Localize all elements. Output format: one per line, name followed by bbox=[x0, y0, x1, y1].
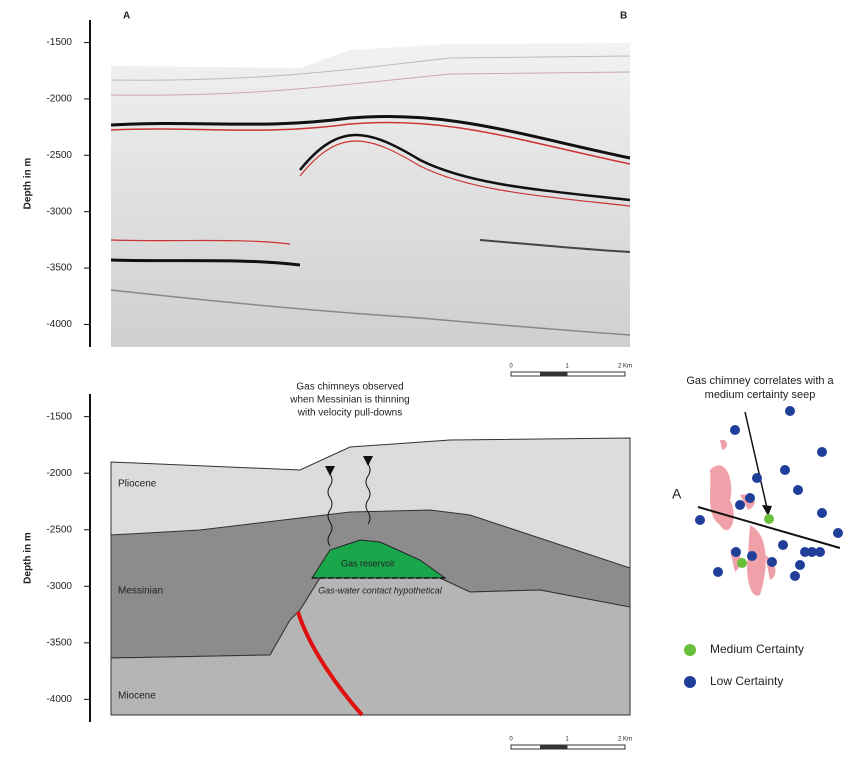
scale-label: 0 bbox=[509, 737, 513, 743]
axis-label: Depth in m bbox=[23, 158, 34, 210]
y-tick-label: -4000 bbox=[46, 694, 72, 705]
y-tick-label: -3000 bbox=[46, 206, 72, 217]
legend-marker bbox=[684, 644, 696, 656]
legend-marker bbox=[684, 676, 696, 688]
seep-map bbox=[695, 406, 843, 596]
annotation: medium certainty seep bbox=[705, 389, 816, 401]
y-tick-label: -3500 bbox=[46, 263, 72, 274]
y-tick-label: -2500 bbox=[46, 524, 72, 535]
unit-label: Miocene bbox=[118, 691, 156, 702]
legend-label: Medium Certainty bbox=[710, 642, 804, 656]
y-tick-label: -2000 bbox=[46, 94, 72, 105]
map-label: A bbox=[672, 486, 682, 502]
scale-label: 2 Km bbox=[618, 364, 632, 370]
annotation: with velocity pull-downs bbox=[297, 408, 403, 419]
annotation: when Messinian is thinning bbox=[289, 395, 410, 406]
y-tick-label: -1500 bbox=[46, 411, 72, 422]
annotation: Gas chimneys observed bbox=[296, 382, 403, 393]
scale-bar bbox=[566, 744, 626, 750]
cross-section bbox=[110, 437, 631, 717]
unit-label: Messinian bbox=[118, 586, 163, 597]
section-label: A bbox=[123, 11, 130, 22]
gwc-label: Gas-water contact hypothetical bbox=[318, 585, 443, 595]
annotation: Gas chimney correlates with a bbox=[686, 375, 834, 387]
y-tick-label: -2500 bbox=[46, 150, 72, 161]
scale-bar bbox=[540, 745, 567, 749]
scale-bar bbox=[540, 372, 567, 376]
scale-label: 0 bbox=[509, 364, 513, 370]
y-tick-label: -4000 bbox=[46, 319, 72, 330]
seismic-image bbox=[110, 43, 631, 347]
y-tick-label: -3500 bbox=[46, 637, 72, 648]
legend-label: Low Certainty bbox=[710, 674, 783, 688]
scale-label: 1 bbox=[565, 737, 569, 743]
axis-label: Depth in m bbox=[23, 532, 34, 584]
scale-bar bbox=[566, 371, 626, 377]
unit-label: Pliocene bbox=[118, 479, 157, 490]
scale-label: 1 bbox=[565, 364, 569, 370]
reservoir-label: Gas reservoir bbox=[341, 558, 395, 568]
y-tick-label: -1500 bbox=[46, 37, 72, 48]
y-tick-label: -3000 bbox=[46, 581, 72, 592]
y-tick-label: -2000 bbox=[46, 468, 72, 479]
scale-label: 2 Km bbox=[618, 737, 632, 743]
section-label: B bbox=[620, 11, 627, 22]
